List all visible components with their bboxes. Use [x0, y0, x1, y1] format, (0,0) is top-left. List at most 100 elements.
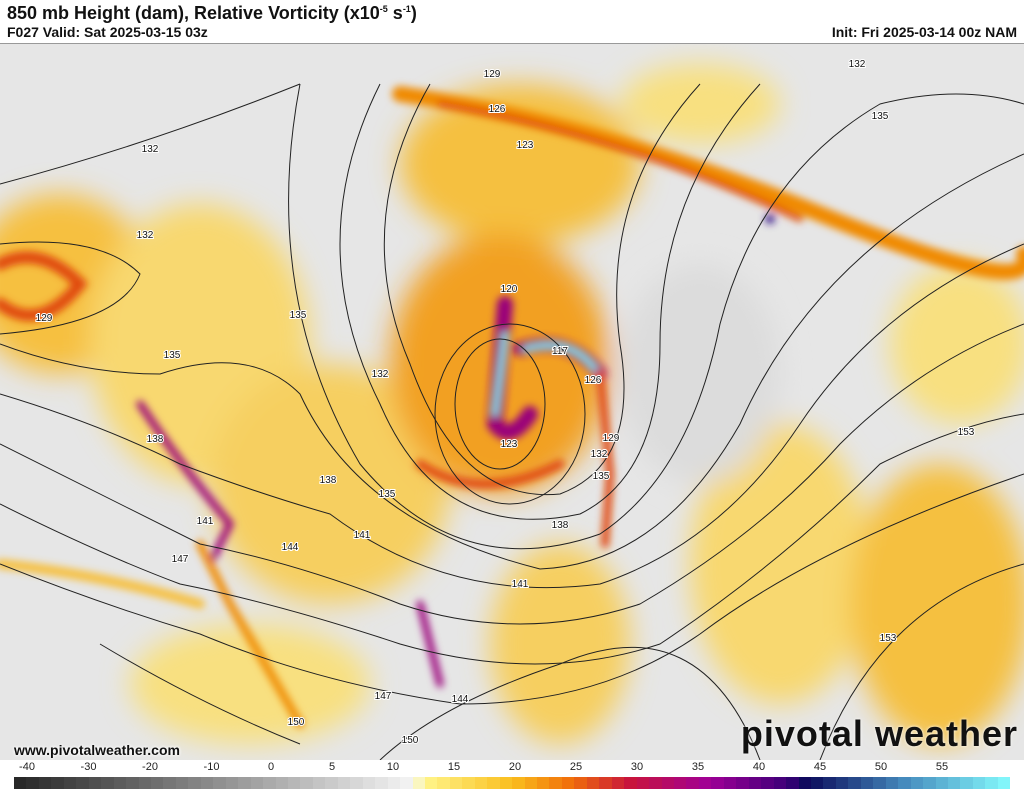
title-text-end: ) [410, 3, 417, 23]
contour-label: 150 [402, 735, 419, 746]
colorbar-swatch [300, 777, 313, 789]
colorbar-swatch [649, 777, 662, 789]
colorbar-swatches [14, 777, 1011, 789]
colorbar-swatch [499, 777, 513, 789]
colorbar-swatch [674, 777, 687, 789]
vorticity-bands [0, 86, 1024, 728]
colorbar-tick: -30 [80, 761, 97, 773]
contour-label: 141 [197, 516, 214, 527]
contour-label: 135 [290, 310, 307, 321]
colorbar-swatch [835, 777, 849, 789]
contour-label: 141 [512, 579, 529, 590]
contour-label: 129 [484, 69, 501, 80]
contour-label: 132 [849, 59, 866, 70]
colorbar-swatch [661, 777, 675, 789]
colorbar-tick: 0 [267, 761, 275, 773]
colorbar-swatch [860, 777, 874, 789]
colorbar-swatch [923, 777, 936, 789]
colorbar-swatch [985, 777, 998, 789]
colorbar-swatch [126, 777, 139, 789]
colorbar-swatch [188, 777, 201, 789]
colorbar-tick: 20 [508, 761, 522, 773]
colorbar-tick: 45 [813, 761, 827, 773]
colorbar-swatch [524, 777, 538, 789]
colorbar-swatch [337, 777, 351, 789]
colorbar-swatch [997, 777, 1011, 789]
contour-label: 138 [320, 475, 337, 486]
colorbar-swatch [586, 777, 600, 789]
colorbar-swatch [811, 777, 824, 789]
pivotal-weather-logo: pivotal weather [740, 713, 1018, 754]
website-url[interactable]: www.pivotalweather.com [14, 742, 180, 758]
contour-label: 129 [36, 313, 53, 324]
colorbar-tick: 10 [386, 761, 400, 773]
colorbar-swatch [350, 777, 363, 789]
contour-label: 150 [288, 717, 305, 728]
contour-label: 135 [872, 111, 889, 122]
init-time: Init: Fri 2025-03-14 00z NAM [831, 24, 1017, 40]
colorbar-swatch [462, 777, 475, 789]
colorbar-swatch [848, 777, 861, 789]
colorbar-swatch [200, 777, 214, 789]
colorbar-swatch [26, 777, 39, 789]
contour-label: 123 [501, 439, 518, 450]
contour-label: 132 [372, 369, 389, 380]
colorbar-swatch [424, 777, 438, 789]
colorbar-swatch [574, 777, 587, 789]
contour-label: 135 [379, 489, 396, 500]
colorbar-swatch [487, 777, 500, 789]
colorbar-tick: 5 [328, 761, 336, 773]
colorbar-swatch [325, 777, 338, 789]
colorbar-swatch [561, 777, 575, 789]
contour-label: 141 [354, 530, 371, 541]
colorbar-swatch [38, 777, 52, 789]
colorbar-swatch [449, 777, 463, 789]
colorbar-swatch [400, 777, 413, 789]
colorbar-tick: -10 [203, 761, 220, 773]
colorbar-swatch [935, 777, 948, 789]
colorbar-swatch [51, 777, 64, 789]
contour-label: 144 [452, 694, 469, 705]
contour-label: 153 [958, 427, 975, 438]
colorbar-tick: 25 [569, 761, 583, 773]
colorbar-swatch [537, 777, 550, 789]
colorbar: -40 -30 -20 -10 0 5 10 15 20 25 30 35 40 45 50 55 [0, 760, 1024, 791]
title-text-unit: s [387, 3, 403, 23]
colorbar-swatch [387, 777, 401, 789]
colorbar-swatch [624, 777, 637, 789]
contour-label: 117 [552, 346, 568, 357]
contour-label: 132 [137, 230, 154, 241]
colorbar-swatch [972, 777, 986, 789]
colorbar-swatch [611, 777, 625, 789]
colorbar-swatch [512, 777, 525, 789]
colorbar-swatch [213, 777, 226, 789]
colorbar-swatch [362, 777, 376, 789]
colorbar-tick: -40 [19, 761, 35, 773]
contour-label: 126 [489, 104, 506, 115]
colorbar-swatch [76, 777, 89, 789]
colorbar-swatch [138, 777, 151, 789]
colorbar-tick: 35 [691, 761, 705, 773]
colorbar-tick: 50 [874, 761, 888, 773]
colorbar-swatch [798, 777, 811, 789]
contour-label: 138 [147, 434, 164, 445]
colorbar-swatch [263, 777, 276, 789]
colorbar-swatch [736, 777, 749, 789]
colorbar-swatch [163, 777, 176, 789]
colorbar-swatch [474, 777, 488, 789]
colorbar-swatch [910, 777, 924, 789]
colorbar-swatch [698, 777, 712, 789]
colorbar-swatch [225, 777, 239, 789]
weather-map[interactable]: 129 132 126 123 135 132 132 129 135 120 135 117 126 1… [0, 43, 1024, 760]
title-exponent: -5 [379, 4, 388, 14]
colorbar-swatch [549, 777, 562, 789]
colorbar-swatch [711, 777, 724, 789]
colorbar-swatch [898, 777, 911, 789]
colorbar-tick: 15 [447, 761, 461, 773]
colorbar-swatch [885, 777, 899, 789]
contour-label: 138 [552, 520, 569, 531]
colorbar-swatch [773, 777, 787, 789]
contour-label: 123 [517, 140, 534, 151]
colorbar-swatch [748, 777, 762, 789]
colorbar-swatch [412, 777, 425, 789]
